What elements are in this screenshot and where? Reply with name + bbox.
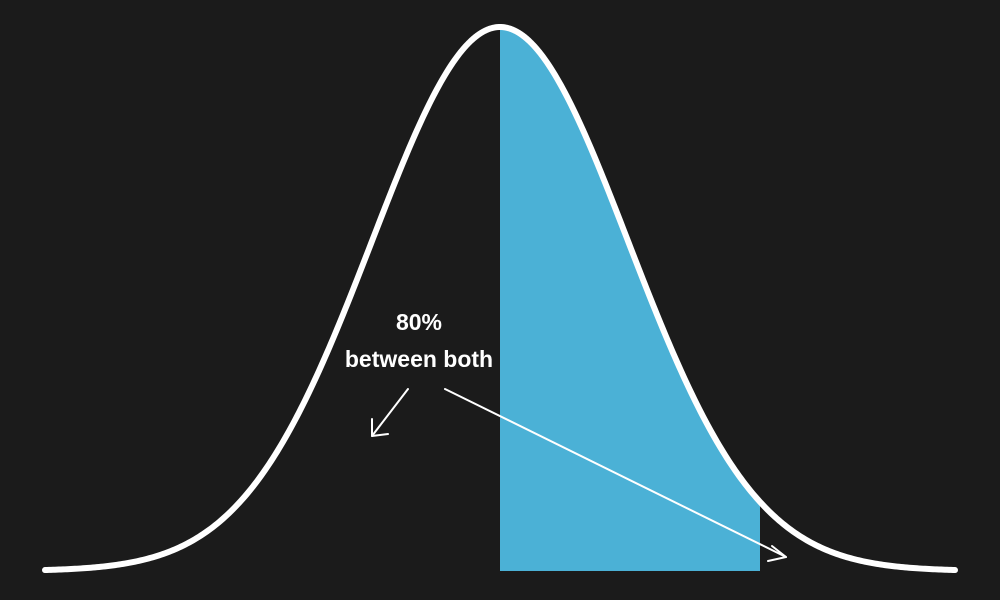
arrow-left-shaft <box>371 388 409 437</box>
bell-curve <box>42 24 958 574</box>
shaded-region <box>500 27 760 571</box>
arrow-right-shaft <box>444 388 787 558</box>
between-both-label: between both <box>344 346 494 372</box>
arrow-right-head <box>767 545 787 562</box>
arrow-down-left-icon <box>371 388 409 437</box>
arrow-left-head <box>371 418 389 437</box>
percent-label: 80% <box>395 309 443 335</box>
arrow-down-right-icon <box>444 388 787 562</box>
